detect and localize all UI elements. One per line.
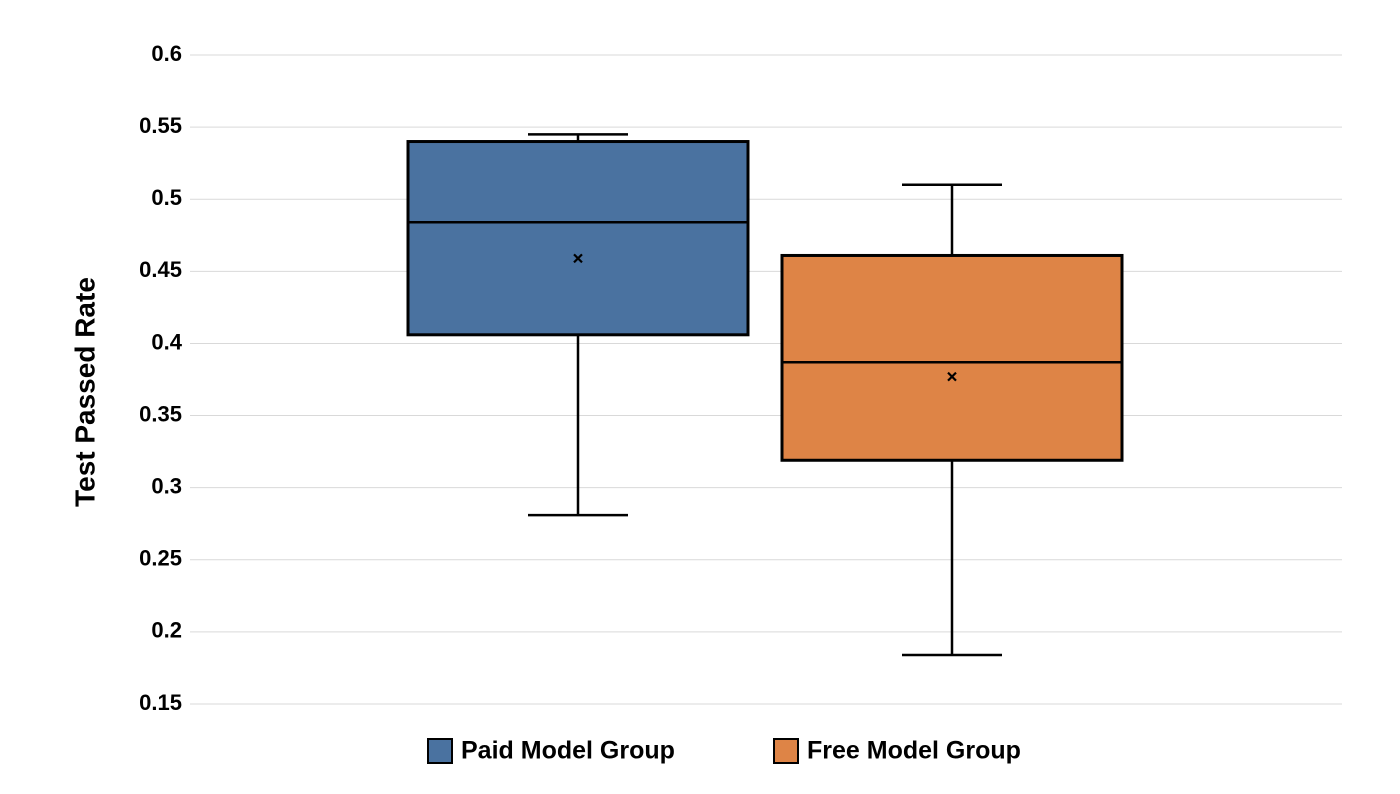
y-tick-label: 0.6 <box>151 41 182 66</box>
legend-item-paid: Paid Model Group <box>427 737 675 765</box>
interquartile-box <box>406 140 750 337</box>
interquartile-box <box>780 253 1124 462</box>
y-tick-label: 0.3 <box>151 473 182 498</box>
legend-swatch <box>773 738 799 764</box>
y-tick-label: 0.55 <box>139 113 182 138</box>
box-free-group <box>780 183 1124 657</box>
mean-marker <box>573 253 583 264</box>
mean-marker <box>947 371 957 382</box>
y-tick-label: 0.4 <box>151 329 182 354</box>
y-tick-label: 0.5 <box>151 185 182 210</box>
legend-item-free: Free Model Group <box>773 737 1021 765</box>
y-tick-label: 0.2 <box>151 618 182 643</box>
legend-label: Paid Model Group <box>461 737 675 765</box>
box-paid-group <box>406 133 750 517</box>
y-axis-title: Test Passed Rate <box>69 277 100 507</box>
legend-swatch <box>427 738 453 764</box>
y-tick-label: 0.25 <box>139 546 182 571</box>
y-tick-label: 0.45 <box>139 257 182 282</box>
legend: Paid Model Group Free Model Group <box>427 737 1021 765</box>
y-tick-label: 0.35 <box>139 401 182 426</box>
gridlines <box>190 54 1342 705</box>
y-tick-label: 0.15 <box>139 690 182 715</box>
y-axis-ticks: 0.15 0.2 0.25 0.3 0.35 0.4 0.45 0.5 0.55 0.6 <box>139 41 183 715</box>
boxes <box>406 133 1124 657</box>
legend-label: Free Model Group <box>807 737 1021 765</box>
